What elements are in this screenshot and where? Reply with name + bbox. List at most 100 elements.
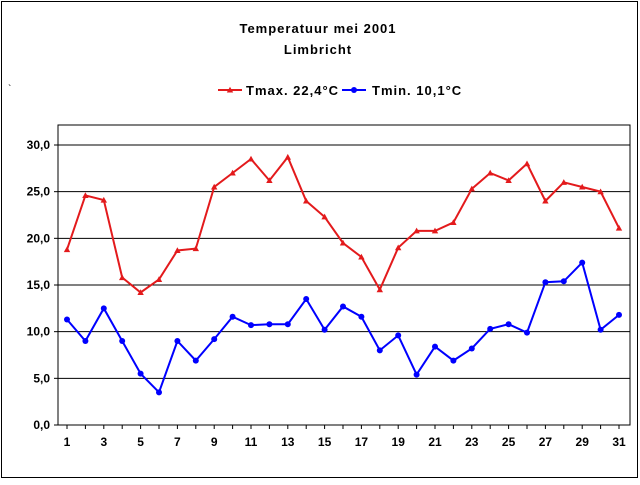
data-point-circle — [321, 326, 328, 333]
x-tick-label: 9 — [211, 435, 218, 449]
data-point-circle — [505, 321, 512, 328]
x-tick-label: 23 — [465, 435, 479, 449]
data-point-circle — [156, 389, 162, 396]
data-point-circle — [468, 345, 475, 352]
data-point-triangle — [523, 160, 531, 167]
data-point-triangle — [339, 239, 347, 246]
data-point-circle — [248, 322, 254, 329]
data-point-triangle — [615, 224, 623, 231]
data-point-triangle — [155, 276, 163, 282]
data-point-triangle — [579, 183, 586, 190]
gridlines — [58, 144, 630, 379]
series-tmax — [63, 153, 623, 296]
data-point-triangle — [597, 188, 604, 195]
y-tick-label: 25,0 — [27, 185, 51, 199]
y-tick-label: 0,0 — [33, 418, 50, 432]
data-point-circle — [64, 316, 70, 323]
data-point-triangle — [321, 213, 328, 220]
data-point-circle — [266, 321, 273, 328]
chart-subtitle: Limbricht — [284, 42, 352, 57]
legend-marker-triangle — [226, 86, 234, 93]
data-point-triangle — [487, 169, 494, 176]
data-point-circle — [487, 325, 494, 332]
data-point-triangle — [376, 286, 383, 293]
x-tick-label: 1 — [64, 435, 71, 449]
data-point-circle — [450, 357, 457, 364]
data-point-triangle — [413, 227, 420, 234]
data-point-circle — [284, 321, 291, 328]
y-tick-label: 20,0 — [27, 231, 51, 245]
legend-label: Tmax. 22,4°C — [246, 83, 339, 98]
data-point-triangle — [358, 253, 365, 260]
data-point-circle — [395, 332, 402, 339]
data-point-triangle — [303, 197, 310, 204]
data-point-circle — [174, 338, 181, 344]
data-point-triangle — [395, 244, 402, 251]
x-tick-label: 7 — [174, 435, 181, 449]
x-tick-label: 5 — [137, 435, 144, 449]
data-point-circle — [616, 311, 622, 318]
y-tick-label: 30,0 — [27, 138, 51, 152]
data-point-circle — [303, 296, 310, 302]
data-point-triangle — [137, 289, 144, 296]
data-point-triangle — [174, 247, 181, 254]
data-point-circle — [358, 313, 365, 320]
data-point-triangle — [431, 227, 439, 234]
x-tick-label: 13 — [281, 435, 295, 449]
legend-item: Tmin. 10,1°C — [342, 83, 462, 98]
data-point-triangle — [542, 197, 549, 204]
data-point-triangle — [211, 183, 218, 190]
data-point-triangle — [284, 153, 291, 160]
axes: 0,05,010,015,020,025,030,01 3 5 7 9 11 13 15 17 1… — [27, 138, 626, 449]
data-point-triangle — [229, 169, 236, 176]
x-tick-label: 11 — [245, 435, 258, 449]
data-point-circle — [100, 305, 107, 312]
x-tick-label: 15 — [318, 435, 332, 449]
x-tick-label: 25 — [502, 435, 516, 449]
y-tick-label: 15,0 — [27, 278, 51, 292]
x-tick-label: 31 — [612, 435, 626, 449]
data-point-triangle — [266, 177, 273, 184]
data-point-triangle — [247, 155, 255, 162]
x-tick-label: 17 — [355, 435, 369, 449]
data-point-triangle — [560, 179, 567, 185]
data-point-triangle — [63, 246, 71, 253]
chart-legend: Tmax. 22,4°C Tmin. 10,1°C — [218, 83, 462, 98]
data-point-circle — [524, 329, 530, 336]
legend-marker-circle — [351, 87, 357, 93]
y-tick-label: 10,0 — [27, 325, 51, 339]
chart-title: Temperatuur mei 2001 — [239, 21, 396, 36]
data-point-circle — [542, 279, 549, 286]
data-point-circle — [340, 303, 346, 310]
data-point-triangle — [119, 274, 126, 281]
data-point-circle — [82, 338, 89, 344]
data-point-circle — [597, 326, 604, 333]
data-point-circle — [376, 347, 383, 354]
data-point-triangle — [192, 245, 199, 252]
data-point-circle — [119, 338, 126, 344]
plot-area — [57, 124, 631, 426]
data-point-circle — [137, 370, 144, 377]
data-point-triangle — [450, 219, 457, 226]
data-point-circle — [211, 336, 218, 343]
x-tick-label: 3 — [100, 435, 107, 449]
data-point-circle — [192, 357, 199, 364]
x-tick-label: 29 — [576, 435, 590, 449]
data-point-circle — [432, 343, 438, 350]
y-tick-label: 5,0 — [33, 371, 50, 385]
data-point-triangle — [82, 192, 89, 198]
data-point-circle — [560, 278, 567, 285]
data-point-circle — [413, 371, 420, 378]
legend-label: Tmin. 10,1°C — [372, 83, 462, 98]
x-tick-label: 27 — [539, 435, 553, 449]
legend-item: Tmax. 22,4°C — [218, 83, 339, 98]
data-point-triangle — [100, 196, 107, 203]
data-point-circle — [229, 313, 236, 320]
x-tick-label: 21 — [428, 435, 442, 449]
data-point-circle — [579, 259, 586, 266]
data-point-triangle — [468, 185, 475, 192]
x-tick-label: 19 — [392, 435, 406, 449]
series-tmin — [64, 259, 622, 396]
